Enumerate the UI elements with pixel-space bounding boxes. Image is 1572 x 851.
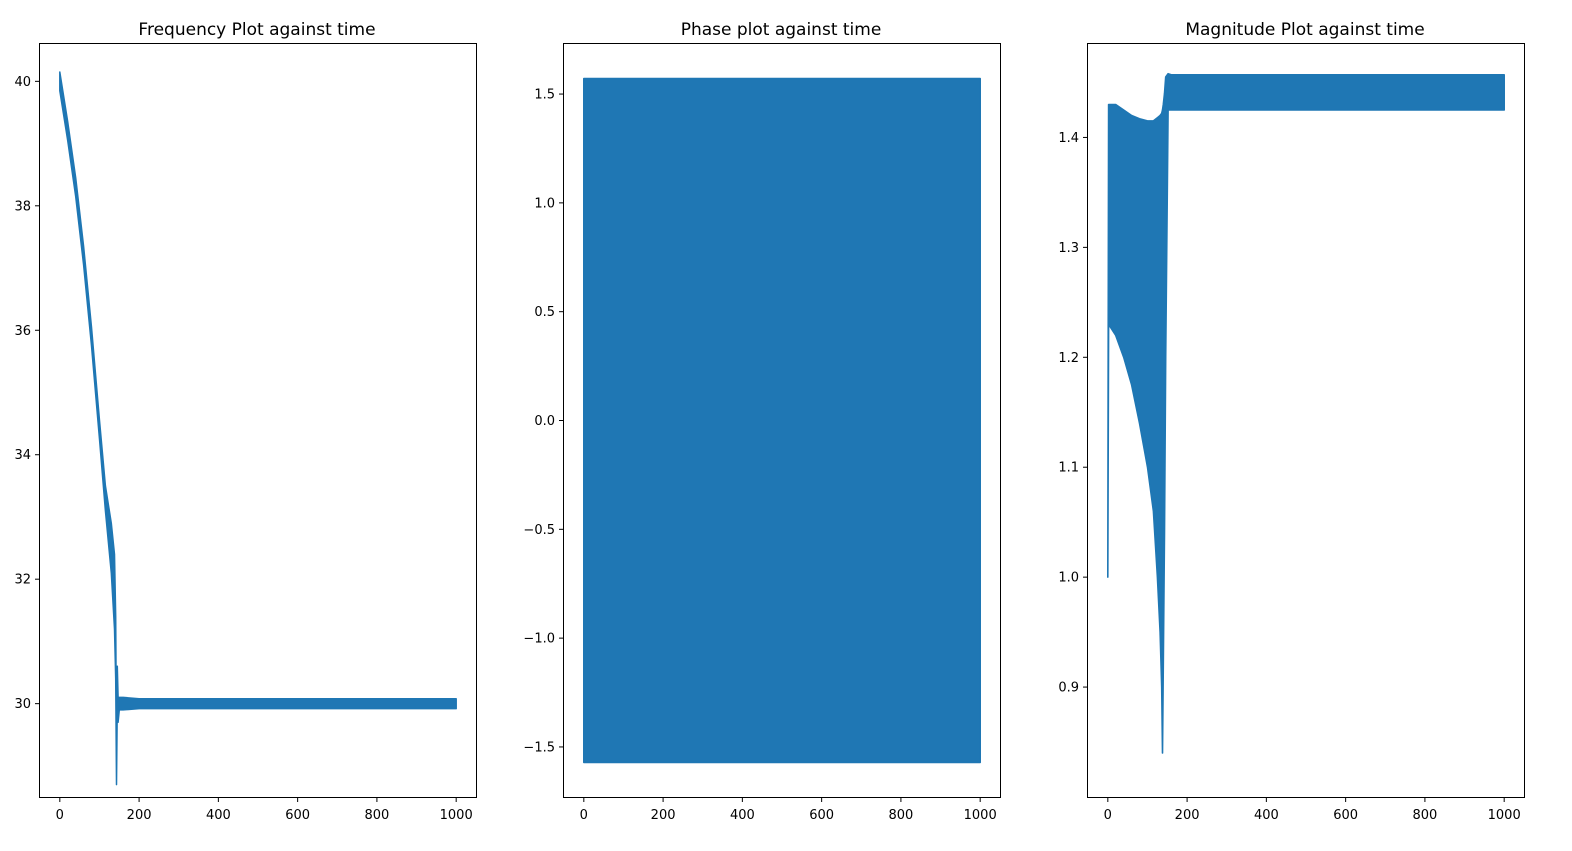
phase-ytick-label: −1.0: [523, 632, 555, 647]
magnitude-ytick-label: 1.2: [1058, 351, 1079, 366]
phase-xtick-label: 400: [730, 808, 755, 823]
frequency-xtick-label: 0: [56, 808, 64, 823]
magnitude-ytick-label: 1.0: [1058, 571, 1079, 586]
phase-xtick-label: 800: [888, 808, 913, 823]
magnitude-ytick-label: 1.1: [1058, 461, 1079, 476]
frequency-xtick-label: 1000: [440, 808, 473, 823]
frequency-ytick-label: 32: [14, 573, 31, 588]
magnitude-xtick-label: 200: [1175, 808, 1200, 823]
phase-xtick-label: 1000: [964, 808, 997, 823]
magnitude-ytick-label: 1.4: [1058, 131, 1079, 146]
magnitude-ytick-label: 1.3: [1058, 241, 1079, 256]
phase-xtick-label: 200: [651, 808, 676, 823]
frequency-ytick-label: 30: [14, 697, 31, 712]
phase-ytick-label: 0.0: [534, 414, 555, 429]
phase-ytick-label: 0.5: [534, 305, 555, 320]
frequency-xtick-label: 600: [285, 808, 310, 823]
magnitude-series-band: [1107, 72, 1505, 754]
phase-axes: 0 200 400 600 800 1000 −1.5 −1.0 −0.5 0.0 0.5 1.0 1.…: [523, 88, 996, 823]
frequency-frame: [39, 43, 477, 798]
phase-panel: Phase plot against time 0 200 400 600 800 100…: [523, 20, 1001, 823]
frequency-axes: 0 200 400 600 800 1000 30 32 34 36 38 40: [14, 75, 472, 823]
frequency-ytick-label: 38: [14, 199, 31, 214]
frequency-title: Frequency Plot against time: [138, 20, 375, 40]
phase-ytick-label: 1.5: [534, 88, 555, 103]
magnitude-xtick-label: 1000: [1488, 808, 1521, 823]
frequency-ytick-label: 34: [14, 448, 31, 463]
magnitude-title: Magnitude Plot against time: [1185, 20, 1424, 40]
phase-ytick-label: −1.5: [523, 740, 555, 755]
phase-xtick-label: 0: [580, 808, 588, 823]
frequency-panel: Frequency Plot against time 0 200 400 600 80…: [14, 20, 477, 823]
magnitude-series: [1107, 72, 1505, 754]
frequency-xtick-label: 400: [206, 808, 231, 823]
phase-series-band: [583, 77, 981, 764]
magnitude-xtick-label: 600: [1333, 808, 1358, 823]
phase-ytick-label: 1.0: [534, 196, 555, 211]
magnitude-axes: 0 200 400 600 800 1000 0.9 1.0 1.1 1.2 1.3 1.4: [1058, 131, 1520, 823]
magnitude-xtick-label: 0: [1104, 808, 1112, 823]
magnitude-xtick-label: 800: [1412, 808, 1437, 823]
phase-title: Phase plot against time: [681, 20, 882, 40]
magnitude-xtick-label: 400: [1254, 808, 1279, 823]
frequency-xtick-label: 800: [364, 808, 389, 823]
magnitude-panel: Magnitude Plot against time 0 200 400 600 80…: [1058, 20, 1525, 823]
phase-series: [583, 77, 981, 764]
phase-ytick-label: −0.5: [523, 523, 555, 538]
frequency-ytick-label: 40: [14, 75, 31, 90]
phase-xtick-label: 600: [809, 808, 834, 823]
phase-frame: [563, 43, 1001, 798]
magnitude-frame: [1087, 43, 1525, 798]
frequency-series: [59, 71, 457, 786]
frequency-ytick-label: 36: [14, 324, 31, 339]
magnitude-ytick-label: 0.9: [1058, 681, 1079, 696]
frequency-xtick-label: 200: [127, 808, 152, 823]
frequency-series-band: [59, 71, 457, 786]
